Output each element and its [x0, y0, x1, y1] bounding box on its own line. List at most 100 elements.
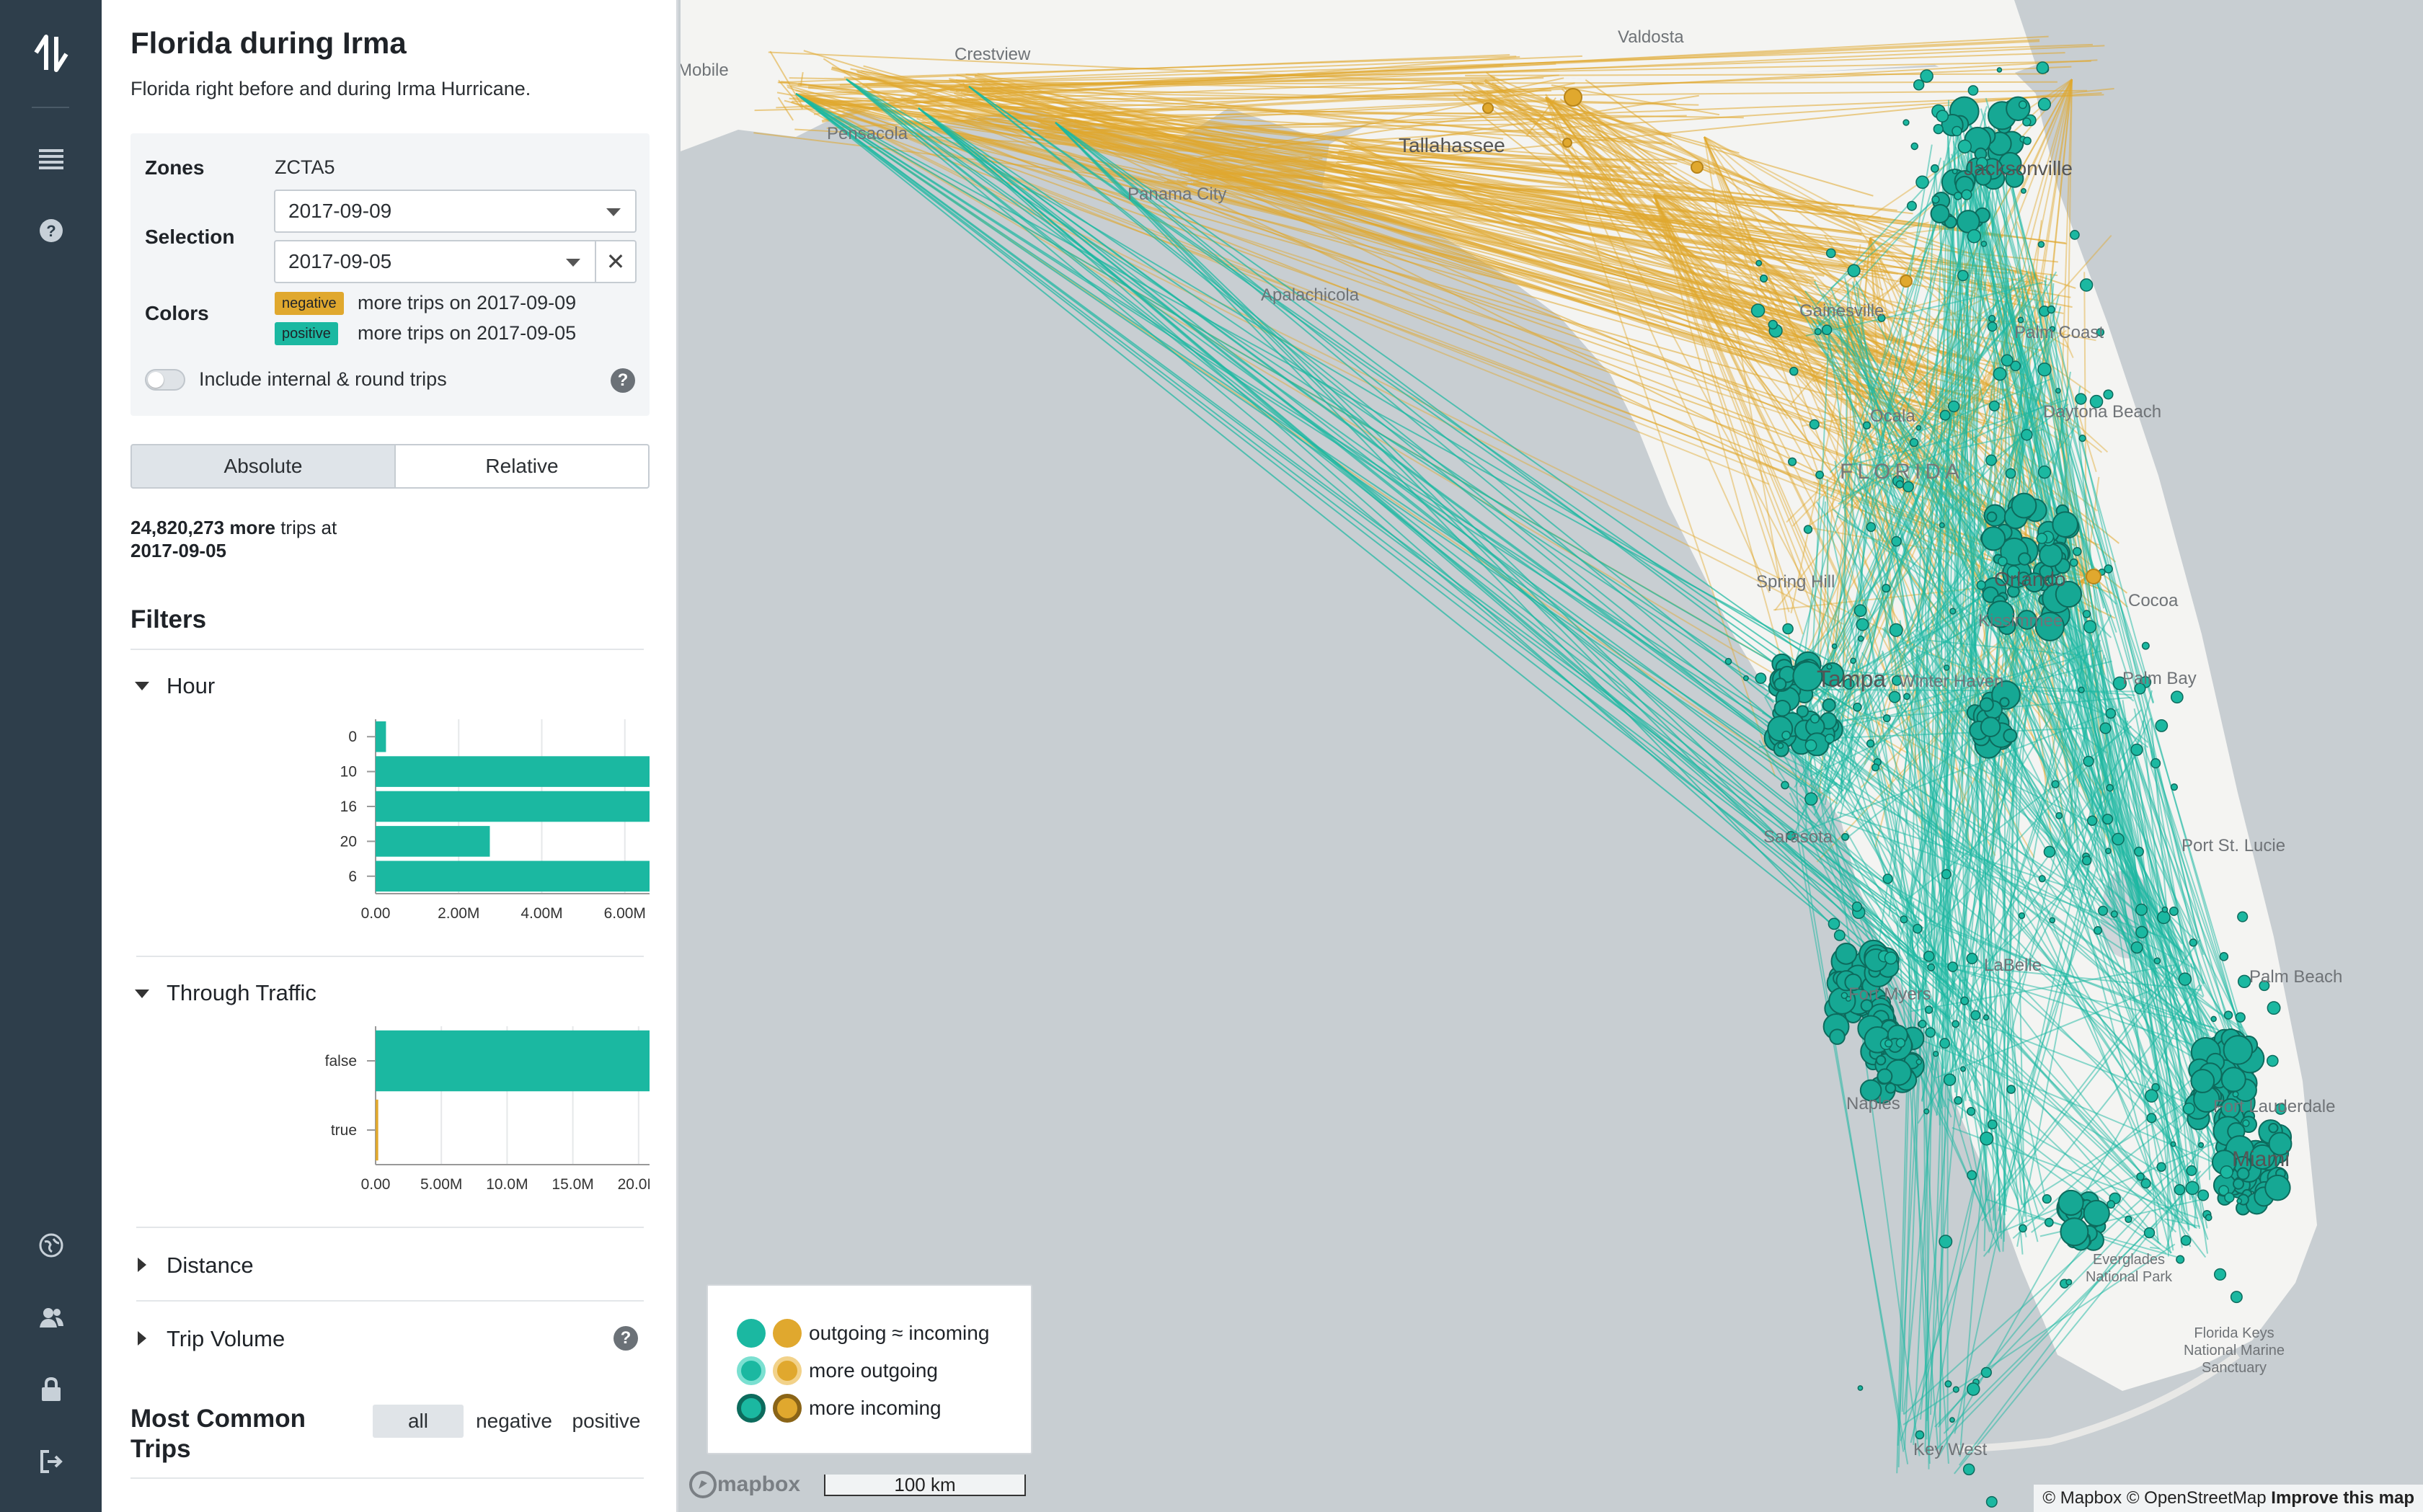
zone-node[interactable] [2047, 305, 2055, 314]
florida-map[interactable] [681, 0, 2423, 1512]
zone-node[interactable] [2220, 1067, 2246, 1093]
zone-node[interactable] [1831, 643, 1838, 649]
zone-node[interactable] [2170, 690, 2184, 704]
globe-icon[interactable] [35, 1229, 67, 1261]
zone-node[interactable] [1759, 274, 1768, 283]
zone-node[interactable] [1884, 951, 1897, 965]
selection-primary-select[interactable]: 2017-09-09 [274, 190, 637, 233]
zone-node[interactable] [2264, 1174, 2291, 1201]
zone-node[interactable] [1829, 1028, 1846, 1045]
zone-node[interactable] [2006, 565, 2021, 579]
zone-node[interactable] [1882, 873, 1893, 884]
zone-node[interactable] [2018, 552, 2032, 566]
zone-node[interactable] [1871, 763, 1880, 772]
zone-node[interactable] [2157, 910, 2171, 925]
zone-node[interactable] [1952, 125, 1962, 137]
zone-node[interactable] [2143, 1227, 2156, 1239]
zone-node[interactable] [2242, 1119, 2250, 1127]
zone-node[interactable] [1900, 915, 1908, 924]
zone-node[interactable] [2259, 980, 2270, 992]
zone-node[interactable] [1933, 123, 1944, 135]
zone-node[interactable] [1957, 139, 1972, 154]
zone-node[interactable] [2134, 846, 2144, 857]
zone-node[interactable] [1961, 189, 1972, 200]
zone-node[interactable] [2089, 394, 2104, 409]
zone-node[interactable] [2249, 1144, 2275, 1170]
zone-node[interactable] [1773, 699, 1791, 717]
zone-node[interactable] [1691, 161, 1704, 174]
zone-node[interactable] [1755, 259, 1763, 267]
zone-node[interactable] [1892, 675, 1902, 686]
zone-node[interactable] [2086, 815, 2098, 826]
zone-node[interactable] [1943, 1073, 1957, 1086]
zone-node[interactable] [1980, 716, 2001, 737]
zone-node[interactable] [2057, 1189, 2084, 1216]
zone-node[interactable] [1786, 831, 1796, 841]
zone-node[interactable] [1895, 1038, 1906, 1048]
zone-node[interactable] [2102, 814, 2114, 825]
zone-node[interactable] [1562, 138, 1572, 148]
zone-node[interactable] [1814, 328, 1822, 336]
zone-node[interactable] [1826, 664, 1833, 670]
zone-node[interactable] [2055, 580, 2082, 608]
zone-node[interactable] [1985, 454, 1998, 466]
zone-node[interactable] [2018, 100, 2027, 110]
zone-node[interactable] [1777, 742, 1784, 750]
zone-node[interactable] [2219, 952, 2229, 961]
zone-node[interactable] [2065, 1278, 2073, 1286]
zone-node[interactable] [2130, 941, 2143, 954]
selection-compare-select[interactable]: 2017-09-05 [274, 240, 596, 283]
zone-node[interactable] [1853, 604, 1867, 618]
zone-node[interactable] [1915, 1059, 1923, 1065]
zone-node[interactable] [1850, 657, 1856, 664]
internal-trips-toggle[interactable] [145, 369, 185, 391]
distance-filter-label[interactable]: Distance [167, 1253, 254, 1278]
zone-node[interactable] [1888, 690, 1901, 703]
zone-node[interactable] [1976, 580, 1986, 590]
zone-node[interactable] [1930, 164, 1939, 173]
zone-node[interactable] [2017, 316, 2024, 324]
zone-node[interactable] [2052, 511, 2078, 538]
zone-node[interactable] [1825, 733, 1835, 744]
zone-node[interactable] [1882, 714, 1891, 723]
zone-node[interactable] [1742, 675, 1749, 682]
zone-node[interactable] [1859, 1079, 1882, 1102]
zone-node[interactable] [1987, 1119, 1998, 1130]
zone-node[interactable] [2197, 1142, 2205, 1148]
zone-node[interactable] [1895, 480, 1904, 489]
hour-chart[interactable]: 0.00 2.00M 4.00M 6.00M 0 10 16 20 6 [130, 713, 650, 937]
zone-node[interactable] [2174, 1184, 2186, 1196]
zone-node[interactable] [2023, 136, 2032, 146]
zone-node[interactable] [1910, 142, 1918, 151]
expand-distance-icon[interactable] [138, 1258, 146, 1272]
zone-node[interactable] [2190, 1069, 2215, 1093]
zone-node[interactable] [2098, 905, 2109, 916]
zone-node[interactable] [1877, 1068, 1893, 1085]
app-logo-icon[interactable] [28, 30, 74, 76]
zone-node[interactable] [1828, 917, 1840, 930]
zone-node[interactable] [2220, 1165, 2233, 1179]
zone-node[interactable] [1902, 119, 1910, 126]
through-traffic-label[interactable]: Through Traffic [167, 980, 316, 1005]
zone-node[interactable] [1781, 781, 1789, 790]
zone-node[interactable] [2156, 1162, 2166, 1172]
zone-node[interactable] [2136, 1172, 2145, 1181]
zone-node[interactable] [2189, 938, 2197, 947]
zone-node[interactable] [1915, 1430, 1925, 1440]
improve-map-link[interactable]: Improve this map [2271, 1488, 2414, 1508]
zone-node[interactable] [1986, 511, 1998, 522]
zone-node[interactable] [2038, 875, 2046, 883]
zone-node[interactable] [1931, 195, 1940, 204]
zone-node[interactable] [2134, 682, 2146, 695]
zone-node[interactable] [1944, 1380, 1952, 1388]
zone-node[interactable] [1960, 996, 1970, 1005]
layers-icon[interactable] [35, 143, 67, 174]
zone-node[interactable] [1825, 248, 1836, 259]
zone-node[interactable] [2135, 903, 2148, 916]
zone-node[interactable] [1967, 1170, 1977, 1180]
zone-node[interactable] [1979, 697, 1994, 712]
zone-node[interactable] [1947, 400, 1960, 413]
zone-node[interactable] [1884, 1039, 1893, 1048]
zone-node[interactable] [1822, 698, 1836, 713]
